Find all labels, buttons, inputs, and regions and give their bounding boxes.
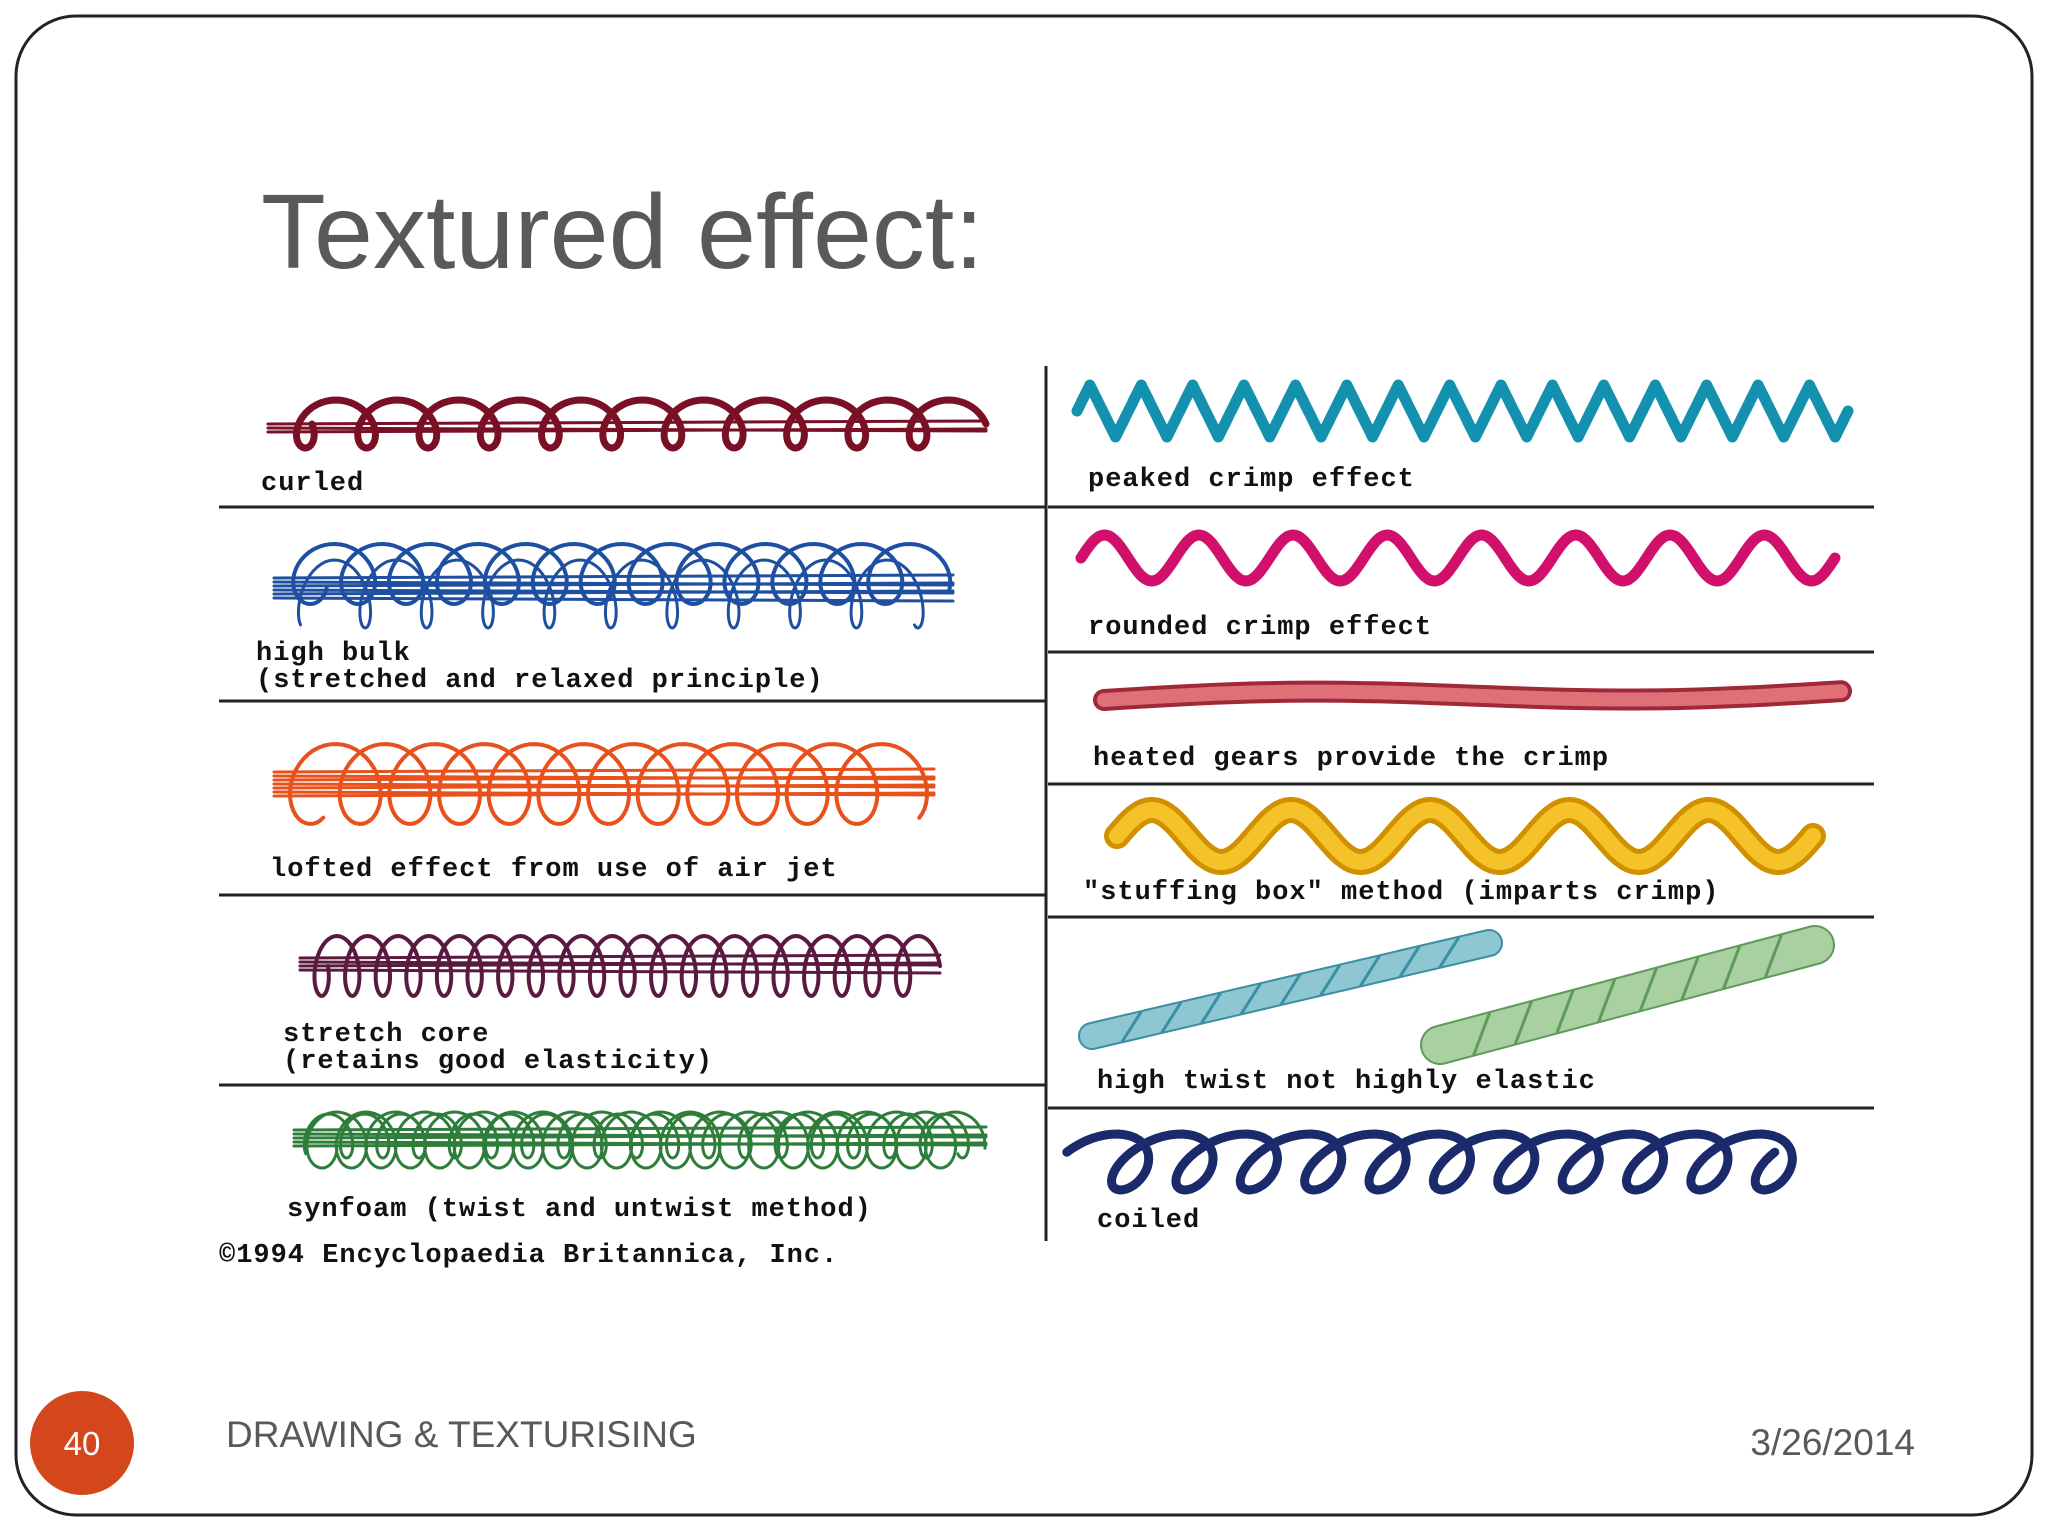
yarn-core [272, 767, 936, 774]
yarn-high-bulk [297, 558, 925, 630]
texture-label: synfoam (twist and untwist method) [287, 1195, 872, 1225]
texture-label: "stuffing box" method (imparts crimp) [1083, 878, 1720, 908]
texture-label: heated gears provide the crimp [1093, 744, 1609, 774]
texture-label: (retains good elasticity) [283, 1047, 713, 1077]
yarn-stuffing [1109, 802, 1821, 870]
yarn-twist [1722, 945, 1741, 990]
yarn-twist [1514, 1000, 1533, 1045]
yarn-twist [1764, 933, 1783, 979]
yarn-synfoam [305, 1110, 987, 1170]
yarn-core [266, 427, 988, 434]
yarn-twist [1472, 1011, 1491, 1057]
yarn-twist [1555, 989, 1575, 1034]
yarn-core [272, 791, 936, 798]
texture-label: high twist not highly elastic [1097, 1067, 1596, 1097]
yarn-high-bulk [291, 542, 953, 606]
yarn-twist [1121, 1010, 1143, 1043]
yarn-twist [1279, 973, 1302, 1006]
yarn-core [272, 783, 936, 790]
yarn-coiled [1062, 1129, 1797, 1195]
yarn-twist [1639, 967, 1658, 1012]
page-number: 40 [64, 1425, 101, 1462]
footer-text: DRAWING & TEXTURISING [226, 1414, 697, 1455]
yarn-twist [1160, 1001, 1183, 1034]
yarn-core [266, 419, 988, 426]
yarn-twist [1422, 927, 1833, 1063]
texture-label: (stretched and relaxed principle) [256, 666, 824, 696]
yarn-twist [1597, 978, 1616, 1023]
yarn-twist [1680, 956, 1700, 1001]
yarn-twist [1200, 992, 1222, 1025]
footer-date: 3/26/2014 [1750, 1422, 1915, 1463]
texture-label: curled [261, 469, 364, 499]
yarn-twist [1398, 945, 1421, 978]
yarn-peaked [1071, 379, 1854, 443]
slide-title: Textured effect: [261, 173, 984, 291]
yarn-core [292, 1141, 988, 1148]
page-number-badge [30, 1391, 134, 1495]
yarn-core [298, 953, 942, 960]
texture-label: high bulk [256, 639, 411, 669]
yarn-stretch-core [312, 934, 942, 998]
texture-label: stretch core [283, 1020, 489, 1050]
yarn-twist [1359, 954, 1381, 987]
figure: curled high bulk(stretched and relaxed pr… [219, 366, 1874, 1241]
yarn-twist [1438, 936, 1460, 969]
texture-label: coiled [1097, 1206, 1200, 1236]
yarn-lofted [287, 742, 930, 826]
texture-label: peaked crimp effect [1088, 465, 1415, 495]
yarn-heated [1097, 684, 1848, 707]
yarn-rounded [1075, 529, 1841, 587]
credit: ©1994 Encyclopaedia Britannica, Inc. [219, 1241, 838, 1271]
yarn-synfoam [302, 1112, 970, 1160]
texture-label: rounded crimp effect [1088, 613, 1432, 643]
yarn-twist [1240, 982, 1262, 1015]
texture-label: lofted effect from use of air jet [270, 855, 838, 885]
yarn-twist [1319, 964, 1341, 997]
